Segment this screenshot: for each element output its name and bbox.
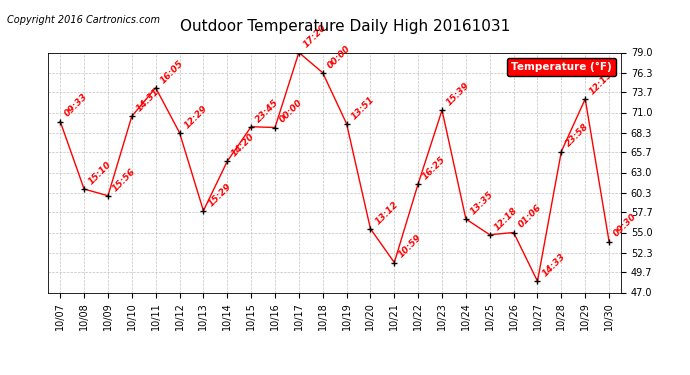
Text: 13:51: 13:51 bbox=[349, 94, 376, 121]
Legend: Temperature (°F): Temperature (°F) bbox=[506, 58, 615, 76]
Text: 17:20: 17:20 bbox=[302, 23, 328, 50]
Text: 15:29: 15:29 bbox=[206, 182, 233, 208]
Text: 01:06: 01:06 bbox=[516, 203, 543, 230]
Text: 12:13: 12:13 bbox=[588, 70, 615, 96]
Text: 16:25: 16:25 bbox=[421, 154, 448, 181]
Text: 15:39: 15:39 bbox=[445, 81, 471, 108]
Text: Outdoor Temperature Daily High 20161031: Outdoor Temperature Daily High 20161031 bbox=[180, 19, 510, 34]
Text: 14:33: 14:33 bbox=[540, 252, 567, 279]
Text: 13:12: 13:12 bbox=[373, 200, 400, 226]
Text: 14:20: 14:20 bbox=[230, 132, 257, 159]
Text: 14:31: 14:31 bbox=[135, 87, 161, 114]
Text: 15:10: 15:10 bbox=[87, 160, 113, 186]
Text: 12:29: 12:29 bbox=[182, 104, 209, 130]
Text: 23:45: 23:45 bbox=[254, 98, 281, 124]
Text: 12:18: 12:18 bbox=[493, 206, 519, 232]
Text: 23:58: 23:58 bbox=[564, 122, 591, 149]
Text: 13:35: 13:35 bbox=[469, 190, 495, 216]
Text: 15:56: 15:56 bbox=[110, 166, 137, 193]
Text: 00:00: 00:00 bbox=[326, 44, 352, 70]
Text: 16:05: 16:05 bbox=[159, 58, 185, 85]
Text: 09:30: 09:30 bbox=[612, 212, 638, 239]
Text: Copyright 2016 Cartronics.com: Copyright 2016 Cartronics.com bbox=[7, 15, 160, 25]
Text: 09:33: 09:33 bbox=[63, 92, 90, 119]
Text: 10:59: 10:59 bbox=[397, 233, 424, 260]
Text: 00:00: 00:00 bbox=[278, 98, 304, 125]
